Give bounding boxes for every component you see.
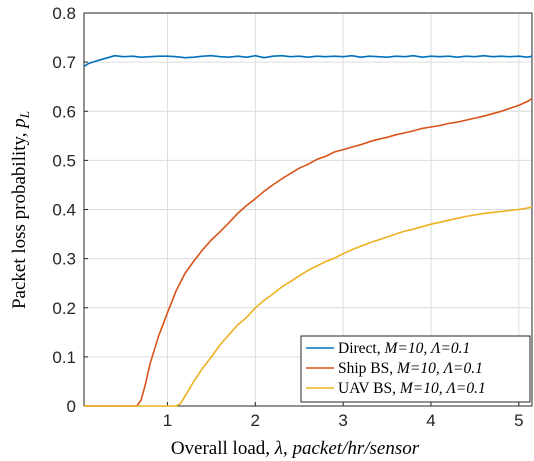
y-tick-label: 0.8 [52,4,76,23]
x-axis-title: Overall load, λ, packet/hr/sensor [171,438,420,459]
x-tick-label: 5 [514,411,523,430]
legend-entry-ship-bs: Ship BS, M=10, Λ=0.1 [306,360,483,377]
series-line-uav-bs [84,206,533,407]
y-tick-label: 0.2 [52,299,76,318]
y-tick-labels: 0 0.1 0.2 0.3 0.4 0.5 0.6 0.7 0.8 [52,4,76,416]
legend-box [300,335,531,403]
legend: Direct, M=10, Λ=0.1 Ship BS, M=10, Λ=0.1… [300,335,531,403]
y-tick-label: 0.4 [52,201,76,220]
x-tick-label: 2 [251,411,260,430]
series-lines [83,54,533,407]
y-tick-label: 0 [67,397,76,416]
x-tick-label: 1 [163,411,172,430]
legend-entry-direct: Direct, M=10, Λ=0.1 [306,340,470,357]
x-tick-label: 3 [338,411,347,430]
x-tick-label: 4 [426,411,435,430]
x-tick-labels: 1 2 3 4 5 [163,411,524,430]
y-axis-title: Packet loss probability, pL [9,111,32,309]
series-line-ship-bs [84,97,533,407]
legend-label-direct: Direct, M=10, Λ=0.1 [338,340,470,357]
y-tick-label: 0.5 [52,151,76,170]
y-tick-label: 0.1 [52,348,76,367]
legend-label-uav-bs: UAV BS, M=10, Λ=0.1 [338,380,486,397]
legend-label-ship-bs: Ship BS, M=10, Λ=0.1 [338,360,483,377]
series-line-direct [83,54,533,68]
y-tick-label: 0.6 [52,102,76,121]
y-tick-label: 0.3 [52,250,76,269]
y-tick-label: 0.7 [52,53,76,72]
legend-entry-uav-bs: UAV BS, M=10, Λ=0.1 [306,380,486,397]
plot-frame [83,12,533,407]
